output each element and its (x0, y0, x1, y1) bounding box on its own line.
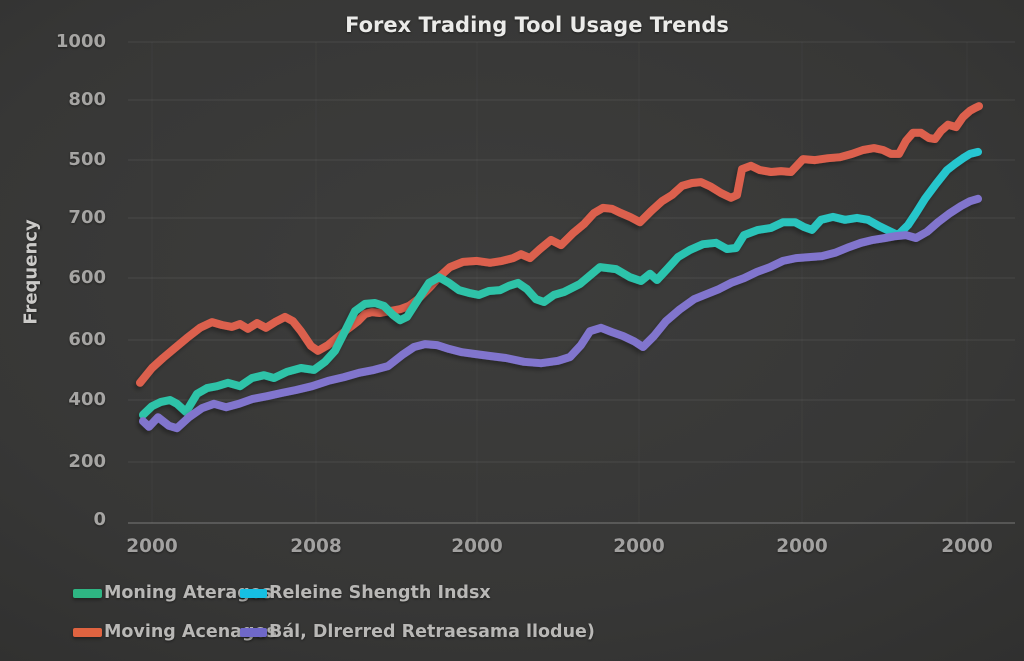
legend-label: Releine Shength Indsx (269, 583, 491, 603)
y-tick-label: 0 (93, 509, 106, 530)
chart-title: Forex Trading Tool Usage Trends (345, 13, 729, 37)
legend-swatch (73, 589, 102, 598)
y-tick-label: 500 (68, 149, 106, 170)
series-red-line (136, 102, 983, 387)
legend-label: Bál, Dlrerred Retraesama llodue) (269, 622, 595, 642)
y-tick-label: 800 (68, 89, 106, 110)
y-tick-label: 700 (68, 207, 106, 228)
series-teal-cyan-line (139, 147, 982, 419)
y-tick-label: 200 (68, 451, 106, 472)
legend-swatch (240, 628, 267, 637)
series-purple-line (139, 194, 982, 433)
x-tick-label: 2000 (126, 536, 178, 557)
x-tick-label: 2000 (776, 536, 828, 557)
legend-swatch (240, 589, 267, 598)
gridlines (128, 41, 1015, 524)
series-lines (136, 102, 983, 433)
y-tick-label: 400 (68, 389, 106, 410)
legend-label: Moning Aterages (104, 583, 273, 603)
x-tick-label: 2000 (451, 536, 503, 557)
x-tick-label: 2000 (941, 536, 993, 557)
y-tick-label: 600 (68, 267, 106, 288)
legend-label: Moving Acenages (104, 622, 277, 642)
x-tick-label: 2008 (290, 536, 342, 557)
x-tick-label: 2000 (613, 536, 665, 557)
y-tick-label: 1000 (55, 31, 106, 52)
legend-swatch (73, 628, 102, 637)
y-tick-label: 600 (68, 329, 106, 350)
